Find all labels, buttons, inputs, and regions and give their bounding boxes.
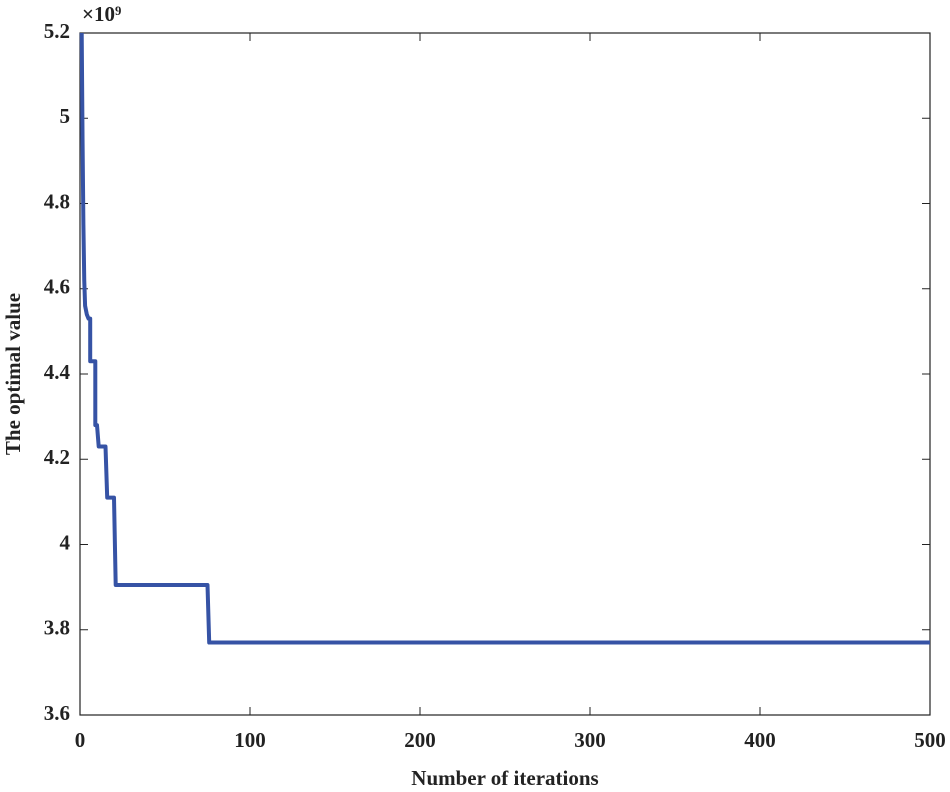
y-tick-label: 4 — [60, 530, 71, 554]
y-tick-label: 3.6 — [44, 701, 70, 725]
y-tick-label: 4.8 — [44, 189, 70, 213]
x-axis-label: Number of iterations — [411, 766, 598, 790]
x-tick-label: 400 — [744, 728, 776, 752]
x-tick-label: 500 — [914, 728, 946, 752]
y-tick-label: 5.2 — [44, 19, 70, 43]
y-tick-label: 5 — [60, 104, 71, 128]
x-tick-label: 100 — [234, 728, 266, 752]
y-tick-label: 4.4 — [44, 360, 71, 384]
y-scale-label: ×10⁹ — [82, 2, 121, 26]
y-tick-label: 4.6 — [44, 275, 70, 299]
x-tick-label: 200 — [404, 728, 436, 752]
y-axis-label: The optimal value — [1, 293, 25, 455]
y-tick-label: 3.8 — [44, 616, 70, 640]
x-tick-label: 0 — [75, 728, 86, 752]
x-tick-label: 300 — [574, 728, 606, 752]
data-line — [79, 32, 930, 645]
y-tick-label: 4.2 — [44, 445, 70, 469]
